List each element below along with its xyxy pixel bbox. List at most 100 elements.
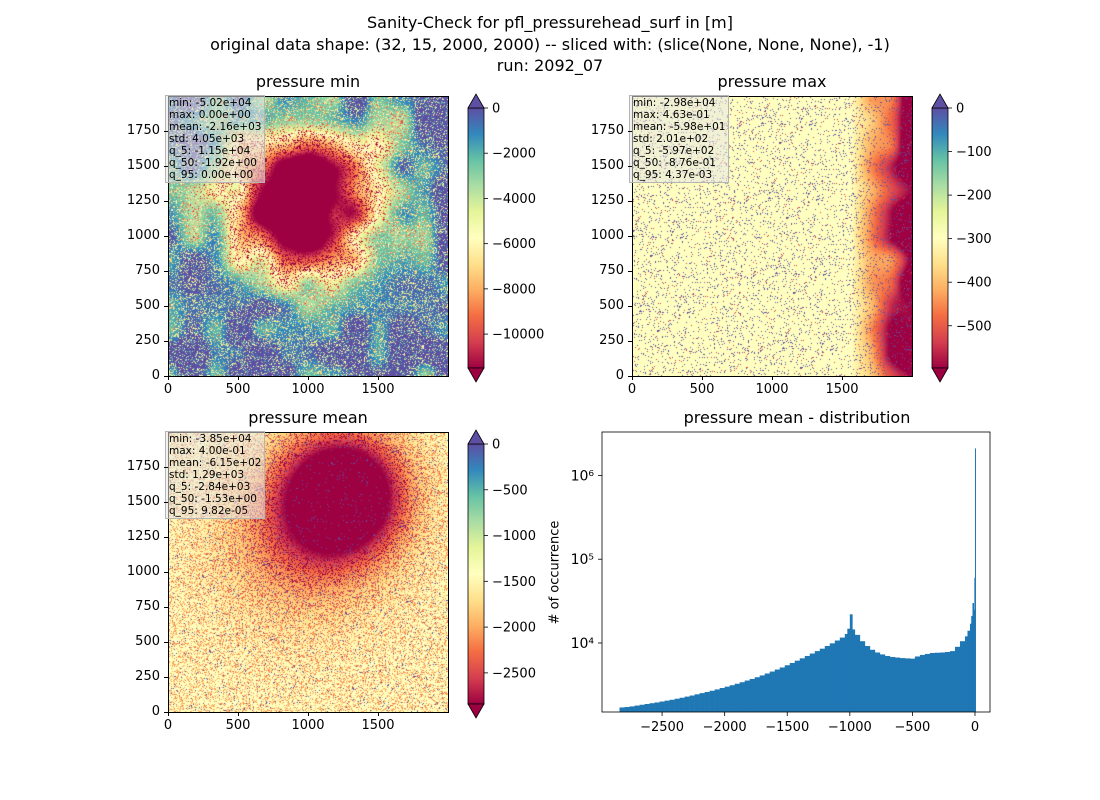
x-tick-mark (378, 376, 379, 380)
histogram-bar (804, 655, 811, 712)
y-tick-mark (164, 166, 168, 167)
y-tick-mark (628, 306, 632, 307)
colorbar-gradient (931, 107, 949, 369)
histogram-bar (974, 577, 976, 712)
y-tick-mark (628, 236, 632, 237)
y-tick-mark (628, 166, 632, 167)
colorbar-tick-label: −200 (956, 189, 992, 204)
colorbar-extend-over (467, 93, 485, 109)
histogram-bar (819, 648, 826, 712)
histogram-x-tick-label: −2000 (703, 720, 747, 735)
y-tick-mark (164, 537, 168, 538)
histogram-bar (704, 691, 710, 712)
histogram-bar (674, 698, 680, 712)
histogram-bar (884, 655, 891, 712)
x-tick-mark (168, 376, 169, 380)
histogram-y-tick-label: 10⁵ (571, 552, 594, 568)
histogram-bar (694, 694, 700, 712)
colorbar-tick-label: −500 (492, 483, 528, 498)
histogram-ylabel: # of occurrence (547, 520, 563, 625)
histogram-bar (684, 696, 690, 712)
y-tick-label: 1500 (590, 158, 624, 173)
histogram-bar (949, 651, 956, 712)
colorbar-tick-label: −500 (956, 319, 992, 334)
colorbar-gradient (467, 443, 485, 705)
x-tick-label: 500 (225, 718, 251, 733)
x-tick-mark (238, 376, 239, 380)
histogram-bar (934, 652, 941, 712)
y-tick-label: 1500 (126, 158, 160, 173)
histogram-bar (967, 630, 971, 712)
histogram-y-tick-label: 10⁶ (571, 468, 595, 484)
y-tick-label: 750 (135, 599, 160, 614)
stats-line: max: 4.63e-01 (633, 109, 710, 121)
y-tick-label: 1750 (126, 123, 160, 138)
histogram-bar (924, 653, 931, 712)
y-tick-mark (164, 376, 168, 377)
histogram-bar (794, 660, 801, 712)
histogram-bar (739, 682, 745, 712)
y-tick-label: 1250 (126, 529, 160, 544)
histogram-bar (859, 641, 866, 712)
x-tick-label: 0 (163, 382, 173, 397)
histogram-bar (729, 685, 735, 712)
y-tick-label: 250 (599, 333, 624, 348)
figure-title-line2: original data shape: (32, 15, 2000, 2000… (210, 35, 890, 54)
histogram-bar (624, 707, 630, 712)
histogram-bar (789, 662, 796, 712)
colorbar-tick-label: −400 (956, 276, 992, 291)
y-tick-label: 0 (151, 368, 160, 383)
y-tick-mark (164, 236, 168, 237)
histogram-bar (709, 690, 715, 712)
x-tick-label: 1000 (291, 382, 325, 397)
y-tick-mark (164, 712, 168, 713)
y-tick-mark (164, 677, 168, 678)
histogram-title: pressure mean - distribution (683, 408, 911, 427)
histogram-bar (852, 629, 856, 712)
stats-line: std: 4.05e+03 (169, 133, 245, 145)
y-tick-label: 1250 (126, 193, 160, 208)
stats-line: max: 0.00e+00 (169, 109, 251, 121)
stats-line: mean: -5.98e+01 (633, 121, 726, 133)
panel-min-colorbar: 0 −2000 −4000 −6000 −8000 −10000 (467, 93, 544, 383)
colorbar-extend-over (931, 93, 949, 109)
y-tick-label: 1750 (590, 123, 624, 138)
histogram-bar (649, 703, 655, 712)
y-tick-label: 1000 (126, 228, 160, 243)
colorbar-tick-label: −8000 (492, 282, 536, 297)
x-tick-mark (238, 712, 239, 716)
y-tick-label: 0 (615, 368, 624, 383)
y-tick-mark (628, 201, 632, 202)
panel-mean-stats-box: min: -3.85e+04 max: 4.00e-01 mean: -6.15e+… (165, 431, 266, 519)
histogram-bar (654, 702, 660, 712)
histogram-bar (689, 695, 695, 712)
x-tick-label: 1500 (361, 718, 395, 733)
stats-line: min: -5.02e+04 (169, 97, 252, 109)
stats-line: q_50: -8.76e-01 (633, 157, 716, 169)
histogram-bar (973, 609, 975, 712)
stats-line: max: 4.00e-01 (169, 445, 246, 457)
histogram-bar (724, 686, 730, 712)
y-tick-label: 500 (599, 298, 624, 313)
histogram-x-tick-label: −1000 (828, 720, 872, 735)
histogram-bar (829, 643, 836, 712)
x-tick-mark (378, 712, 379, 716)
histogram-bar (774, 669, 781, 712)
histogram-plot: −2500 −2000 −1500 −1000 −500 0 10⁴ 10⁵ 10⁶ (571, 431, 991, 735)
histogram-bar (959, 641, 966, 712)
y-tick-mark (628, 341, 632, 342)
y-tick-mark (164, 467, 168, 468)
histogram-bar (844, 633, 848, 712)
y-tick-mark (164, 607, 168, 608)
colorbar-tick-label: −1500 (492, 575, 536, 590)
x-tick-label: 0 (627, 382, 637, 397)
colorbar-tick-label: 0 (956, 102, 964, 117)
histogram-bar (839, 637, 846, 712)
colorbar-extend-under (467, 703, 485, 719)
panel-max-stats-box: min: -2.98e+04 max: 4.63e-01 mean: -5.98e+… (629, 95, 730, 183)
stats-line: q_95: 0.00e+00 (169, 169, 254, 181)
histogram-bar (644, 703, 650, 712)
histogram-bar (879, 654, 886, 712)
histogram-bar (659, 701, 665, 712)
